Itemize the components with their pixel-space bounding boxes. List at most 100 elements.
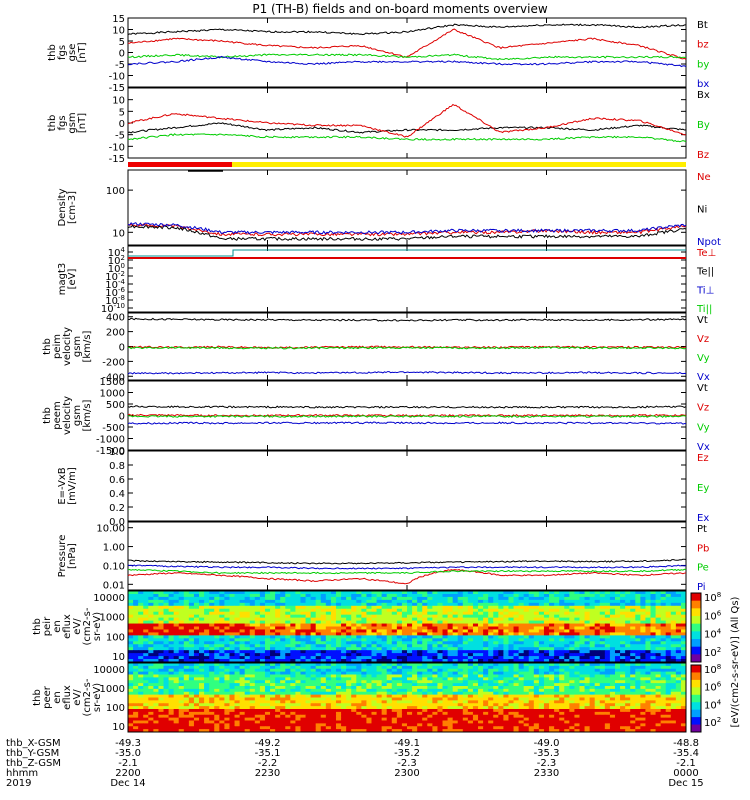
heatmap-cell bbox=[645, 683, 651, 687]
heatmap-cell bbox=[620, 686, 626, 690]
heatmap-cell bbox=[483, 691, 489, 696]
heatmap-cell bbox=[193, 665, 200, 670]
heatmap-cell bbox=[508, 683, 515, 687]
heatmap-cell bbox=[508, 709, 515, 713]
heatmap-cell bbox=[158, 706, 165, 710]
legend-entry: bx bbox=[697, 79, 709, 90]
heatmap-cell bbox=[249, 665, 256, 670]
heatmap-cell bbox=[584, 694, 591, 698]
heatmap-cell bbox=[442, 688, 449, 693]
heatmap-cell bbox=[376, 647, 383, 651]
heatmap-cell bbox=[604, 605, 611, 610]
heatmap-cell bbox=[609, 608, 616, 613]
heatmap-cell bbox=[513, 683, 520, 687]
heatmap-cell bbox=[361, 656, 367, 660]
heatmap-cell bbox=[168, 688, 175, 693]
heatmap-cell bbox=[498, 605, 504, 610]
series-line-bz bbox=[127, 28, 687, 60]
series-line-Npot bbox=[127, 222, 687, 235]
heatmap-cell bbox=[381, 632, 388, 636]
heatmap-cell bbox=[401, 641, 408, 645]
legend-entry: Ti|| bbox=[696, 304, 712, 315]
heatmap-cell bbox=[447, 608, 454, 613]
heatmap-cell bbox=[224, 665, 230, 670]
heatmap-cell bbox=[650, 674, 657, 678]
heatmap-cell bbox=[543, 650, 550, 654]
heatmap-cell bbox=[320, 626, 327, 630]
heatmap-cell bbox=[401, 703, 408, 707]
heatmap-cell bbox=[285, 659, 291, 663]
heatmap-cell bbox=[549, 617, 555, 622]
heatmap-cell bbox=[493, 706, 499, 710]
heatmap-cell bbox=[148, 691, 154, 696]
heatmap-cell bbox=[295, 709, 301, 713]
heatmap-cell bbox=[315, 665, 322, 670]
heatmap-cell bbox=[224, 608, 230, 613]
heatmap-cell bbox=[259, 680, 266, 684]
heatmap-cell bbox=[259, 602, 266, 607]
heatmap-cell bbox=[650, 668, 657, 673]
heatmap-cell bbox=[229, 680, 236, 684]
heatmap-cell bbox=[366, 668, 372, 673]
heatmap-cell bbox=[513, 694, 520, 698]
heatmap-cell bbox=[488, 656, 494, 660]
heatmap-cell bbox=[589, 605, 596, 610]
heatmap-cell bbox=[630, 703, 636, 707]
heatmap-cell bbox=[442, 665, 449, 670]
heatmap-cell bbox=[188, 700, 195, 704]
heatmap-cell bbox=[599, 683, 606, 687]
heatmap-cell bbox=[335, 641, 342, 645]
heatmap-cell bbox=[538, 683, 545, 687]
heatmap-cell bbox=[346, 697, 352, 701]
heatmap-cell bbox=[199, 711, 205, 716]
heatmap-cell bbox=[569, 674, 575, 678]
heatmap-cell bbox=[462, 706, 469, 710]
heatmap-cell bbox=[483, 709, 489, 713]
heatmap-cell bbox=[493, 674, 499, 678]
heatmap-cell bbox=[467, 659, 474, 663]
tick-label: 0.6 bbox=[109, 475, 125, 486]
heatmap-cell bbox=[412, 647, 418, 651]
heatmap-cell bbox=[422, 644, 428, 648]
heatmap-cell bbox=[452, 617, 459, 622]
heatmap-cell bbox=[396, 623, 403, 627]
heatmap-cell bbox=[229, 703, 236, 707]
heatmap-cell bbox=[457, 602, 464, 607]
heatmap-cell bbox=[239, 620, 246, 625]
heatmap-cell bbox=[498, 599, 504, 604]
heatmap-cell bbox=[513, 644, 520, 648]
heatmap-cell bbox=[422, 593, 428, 598]
heatmap-cell bbox=[229, 700, 236, 704]
heatmap-cell bbox=[148, 688, 154, 693]
heatmap-cell bbox=[472, 591, 479, 595]
heatmap-cell bbox=[609, 691, 616, 696]
heatmap-cell bbox=[660, 599, 667, 604]
heatmap-cell bbox=[285, 626, 291, 630]
heatmap-cell bbox=[133, 668, 139, 673]
heatmap-cell bbox=[356, 653, 362, 657]
heatmap-cell bbox=[437, 688, 444, 693]
heatmap-cell bbox=[193, 668, 200, 673]
heatmap-cell bbox=[523, 611, 530, 616]
heatmap-cell bbox=[214, 680, 220, 684]
heatmap-cell bbox=[320, 638, 327, 642]
heatmap-cell bbox=[158, 611, 165, 616]
heatmap-cell bbox=[310, 605, 317, 610]
heatmap-cell bbox=[594, 614, 601, 619]
heatmap-cell bbox=[386, 605, 393, 610]
legend-entry: Ni bbox=[697, 205, 707, 216]
heatmap-cell bbox=[188, 709, 195, 713]
heatmap-cell bbox=[538, 663, 545, 667]
heatmap-cell bbox=[412, 602, 418, 607]
heatmap-cell bbox=[341, 635, 347, 639]
heatmap-cell bbox=[209, 694, 215, 698]
heatmap-cell bbox=[285, 635, 291, 639]
heatmap-cell bbox=[518, 593, 525, 598]
heatmap-cell bbox=[386, 677, 393, 681]
heatmap-cell bbox=[341, 697, 347, 701]
heatmap-cell bbox=[351, 663, 357, 667]
heatmap-cell bbox=[422, 663, 428, 667]
heatmap-cell bbox=[604, 611, 611, 616]
heatmap-cell bbox=[239, 694, 246, 698]
